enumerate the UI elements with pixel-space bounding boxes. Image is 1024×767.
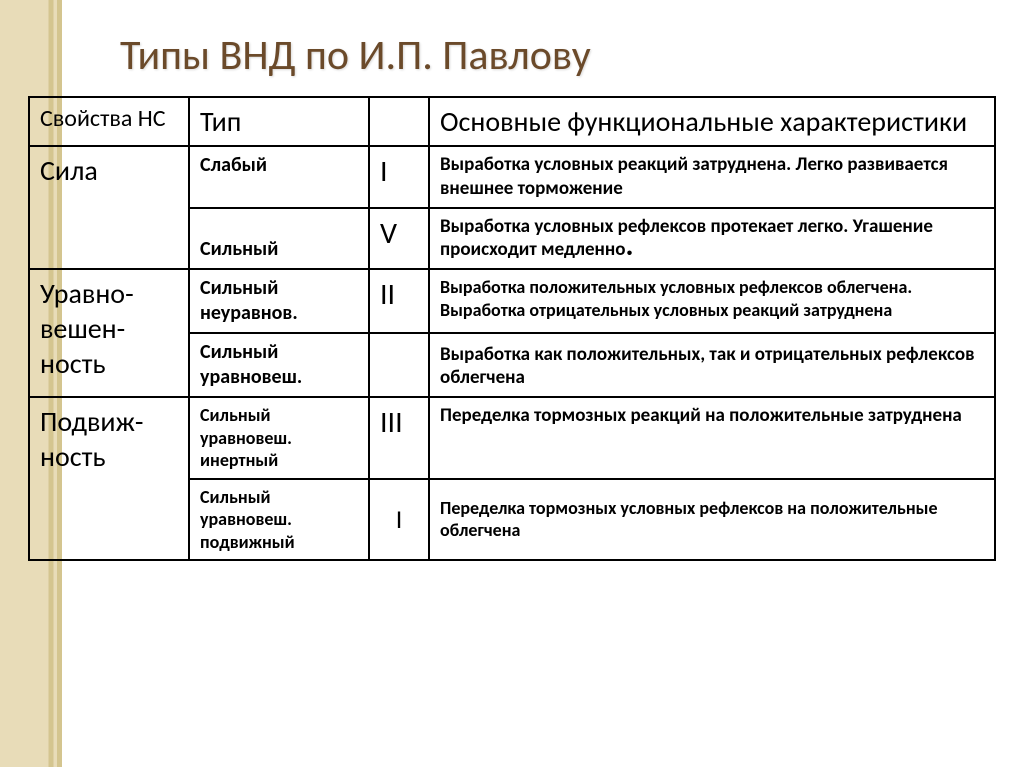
header-type: Тип <box>189 97 369 146</box>
type-cell: Сильный уравновеш. подвижный <box>189 479 369 561</box>
table-header-row: Свойства НС Тип Основные функциональные … <box>29 97 995 146</box>
desc-cell: Переделка тормозных реакций на положител… <box>429 397 995 479</box>
desc-cell: Выработка условных реакций затруднена. Л… <box>429 146 995 208</box>
table-row: Подвиж-ность Сильный уравновеш. инертный… <box>29 397 995 479</box>
header-prop: Свойства НС <box>29 97 189 146</box>
type-cell: Сильный неуравнов. <box>189 269 369 333</box>
type-cell: Сильный <box>189 208 369 270</box>
header-roman-blank <box>369 97 429 146</box>
big-period: . <box>625 227 633 264</box>
desc-cell: Выработка условных рефлексов протекает л… <box>429 208 995 270</box>
desc-text: Выработка условных рефлексов протекает л… <box>440 215 933 262</box>
prop-cell: Подвиж-ность <box>29 397 189 560</box>
prop-cell: Уравно-вешен-ность <box>29 269 189 397</box>
roman-cell: I <box>369 146 429 208</box>
prop-cell: Сила <box>29 146 189 269</box>
roman-cell <box>369 333 429 397</box>
slide: Типы ВНД по И.П. Павлову Свойства НС Тип… <box>0 0 1024 767</box>
slide-title: Типы ВНД по И.П. Павлову <box>120 30 591 81</box>
type-cell: Сильный уравновеш. инертный <box>189 397 369 479</box>
roman-cell: V <box>369 208 429 270</box>
roman-cell: II <box>369 269 429 333</box>
header-char: Основные функциональные характеристики <box>429 97 995 146</box>
desc-cell: Переделка тормозных условных рефлексов н… <box>429 479 995 561</box>
desc-cell: Выработка положительных условных рефлекс… <box>429 269 995 333</box>
table-wrapper: Свойства НС Тип Основные функциональные … <box>28 96 996 561</box>
roman-cell: I <box>369 479 429 561</box>
desc-cell: Выработка как положительных, так и отриц… <box>429 333 995 397</box>
type-cell: Сильный уравновеш. <box>189 333 369 397</box>
type-cell: Слабый <box>189 146 369 208</box>
table-row: Сила Слабый I Выработка условных реакций… <box>29 146 995 208</box>
table-row: Уравно-вешен-ность Сильный неуравнов. II… <box>29 269 995 333</box>
vnd-types-table: Свойства НС Тип Основные функциональные … <box>28 96 996 561</box>
roman-cell: III <box>369 397 429 479</box>
